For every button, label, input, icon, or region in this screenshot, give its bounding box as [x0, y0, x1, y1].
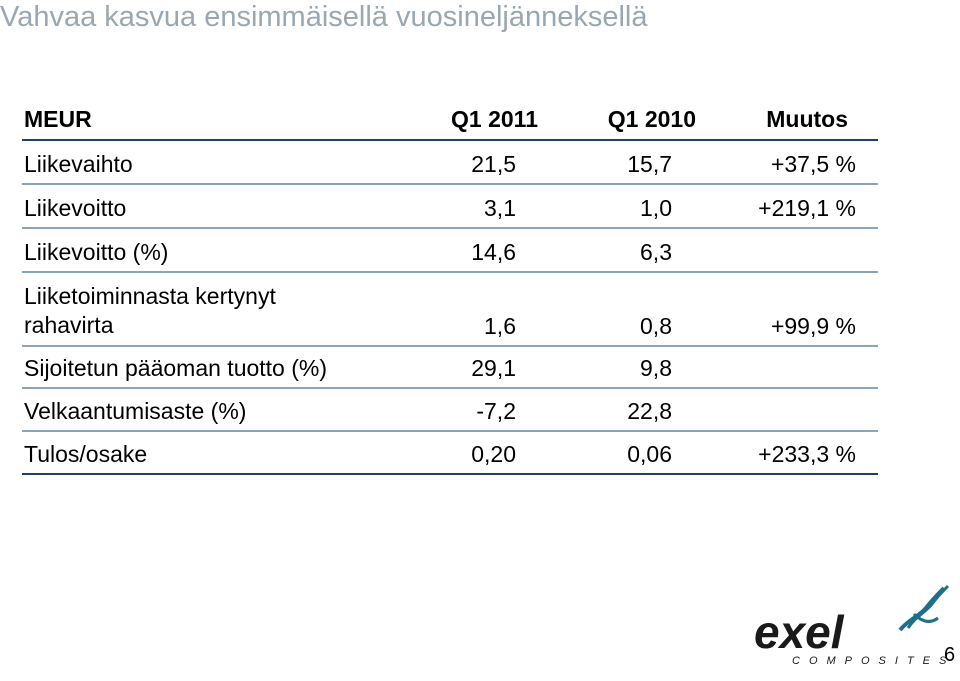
value-q1-2010: 6,3 [640, 239, 672, 265]
table-row: Liikevaihto 21,5 15,7 +37,5 % [22, 141, 878, 185]
header-q1-2010: Q1 2010 [607, 106, 696, 132]
row-label: Liikevaihto [24, 151, 133, 177]
table-header-row: MEUR Q1 2011 Q1 2010 Muutos [22, 98, 878, 141]
header-muutos: Muutos [766, 106, 848, 132]
row-label: Sijoitetun pääoman tuotto (%) [24, 355, 328, 381]
logo-subtext: COMPOSITES [792, 655, 952, 667]
table-row: Liikevoitto 3,1 1,0 +219,1 % [22, 185, 878, 229]
row-label: Liikevoitto [24, 195, 127, 221]
row-label: Velkaantumisaste (%) [24, 398, 247, 424]
table-row: Liikevoitto (%) 14,6 6,3 [22, 229, 878, 273]
row-label: Tulos/osake [24, 441, 148, 467]
value-q1-2010: 1,0 [640, 195, 672, 221]
results-table: MEUR Q1 2011 Q1 2010 Muutos Liikevaihto … [22, 98, 878, 475]
exel-composites-logo: exel COMPOSITES [752, 578, 952, 668]
value-change: +99,9 % [770, 313, 856, 339]
value-q1-2010: 0,06 [627, 441, 672, 467]
table-row: Sijoitetun pääoman tuotto (%) 29,1 9,8 [22, 347, 878, 389]
table-row: Velkaantumisaste (%) -7,2 22,8 [22, 389, 878, 432]
value-q1-2011: 14,6 [471, 239, 516, 265]
table-row: Tulos/osake 0,20 0,06 +233,3 % [22, 432, 878, 475]
page-number: 6 [944, 644, 956, 666]
value-q1-2011: 1,6 [484, 313, 516, 339]
table-row: Liiketoiminnasta kertynyt rahavirta 1,6 … [22, 273, 878, 347]
header-q1-2011: Q1 2011 [451, 106, 538, 132]
value-q1-2010: 0,8 [640, 313, 672, 339]
value-q1-2011: -7,2 [476, 398, 516, 424]
value-change: +233,3 % [758, 441, 856, 467]
value-change: +37,5 % [770, 151, 856, 177]
row-label-line1: Liiketoiminnasta kertynyt [24, 283, 276, 309]
row-label-line2: rahavirta [24, 312, 114, 338]
value-q1-2010: 9,8 [640, 355, 672, 381]
value-q1-2010: 15,7 [627, 151, 672, 177]
logo-wordmark: exel [754, 606, 845, 658]
value-q1-2011: 0,20 [471, 441, 516, 467]
logo-graphic: exel COMPOSITES [754, 584, 952, 667]
value-q1-2011: 21,5 [471, 151, 516, 177]
value-change: +219,1 % [758, 195, 856, 221]
value-q1-2011: 29,1 [471, 355, 516, 381]
row-label: Liikevoitto (%) [24, 239, 169, 265]
value-q1-2010: 22,8 [627, 398, 672, 424]
row-label: Liiketoiminnasta kertynyt rahavirta [24, 282, 276, 340]
header-meur: MEUR [24, 106, 92, 132]
value-q1-2011: 3,1 [484, 195, 516, 221]
slide-title: Vahvaa kasvua ensimmäisellä vuosineljänn… [0, 1, 648, 33]
